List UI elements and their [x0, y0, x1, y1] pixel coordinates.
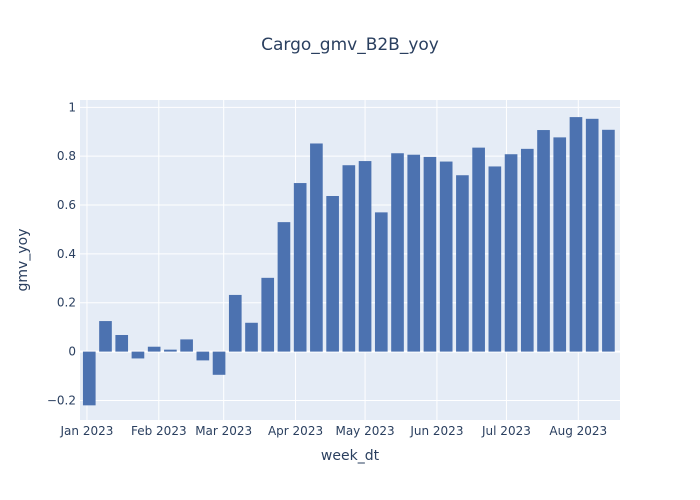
- y-tick-label: 0: [68, 345, 76, 359]
- bar: [504, 154, 518, 352]
- x-tick-label: Feb 2023: [131, 424, 187, 438]
- y-axis-title: gmv_yoy: [15, 229, 31, 292]
- bar: [472, 147, 485, 352]
- bar: [310, 143, 323, 352]
- bar: [261, 277, 275, 352]
- bar: [602, 129, 615, 352]
- bars: [82, 117, 615, 406]
- bar: [488, 166, 502, 352]
- bar: [82, 351, 96, 406]
- bar: [277, 222, 291, 352]
- bar: [423, 156, 437, 352]
- y-tick-label: −0.2: [47, 393, 76, 407]
- y-tick-label: 1: [68, 100, 76, 114]
- bar: [407, 154, 421, 352]
- y-axis-ticks: −0.2 0 0.2 0.4 0.6 0.8 1: [47, 100, 76, 407]
- x-tick-label: Mar 2023: [195, 424, 252, 438]
- bar: [342, 165, 356, 352]
- x-tick-label: Jul 2023: [481, 424, 531, 438]
- bar: [164, 349, 177, 352]
- bar: [537, 130, 550, 352]
- bar: [456, 175, 469, 352]
- bar: [131, 351, 145, 359]
- y-tick-label: 0.6: [57, 198, 76, 212]
- bar: [569, 117, 583, 352]
- bar: [520, 148, 534, 352]
- bar: [196, 351, 210, 361]
- bar: [115, 334, 129, 352]
- x-tick-label: Aug 2023: [549, 424, 607, 438]
- bar: [180, 339, 193, 352]
- x-axis-title: week_dt: [321, 448, 380, 464]
- bar: [439, 161, 453, 352]
- bar: [585, 118, 599, 352]
- bar: [212, 351, 226, 375]
- y-tick-label: 0.8: [57, 149, 76, 163]
- bar: [147, 346, 161, 352]
- chart-title: Cargo_gmv_B2B_yoy: [261, 35, 439, 55]
- bar: [99, 321, 112, 352]
- x-tick-label: May 2023: [335, 424, 394, 438]
- bar: [553, 137, 567, 352]
- y-tick-label: 0.2: [57, 296, 76, 310]
- x-axis-ticks: Jan 2023 Feb 2023 Mar 2023 Apr 2023 May 2023…: [60, 424, 608, 438]
- bar: [391, 153, 404, 352]
- bar: [374, 212, 388, 352]
- bar: [228, 294, 242, 352]
- bar: [293, 183, 307, 352]
- bar: [245, 322, 258, 352]
- y-tick-label: 0.4: [57, 247, 76, 261]
- x-tick-label: Apr 2023: [268, 424, 323, 438]
- x-tick-label: Jan 2023: [60, 424, 114, 438]
- x-tick-label: Jun 2023: [409, 424, 463, 438]
- bar: [358, 161, 372, 352]
- bar: [326, 196, 339, 352]
